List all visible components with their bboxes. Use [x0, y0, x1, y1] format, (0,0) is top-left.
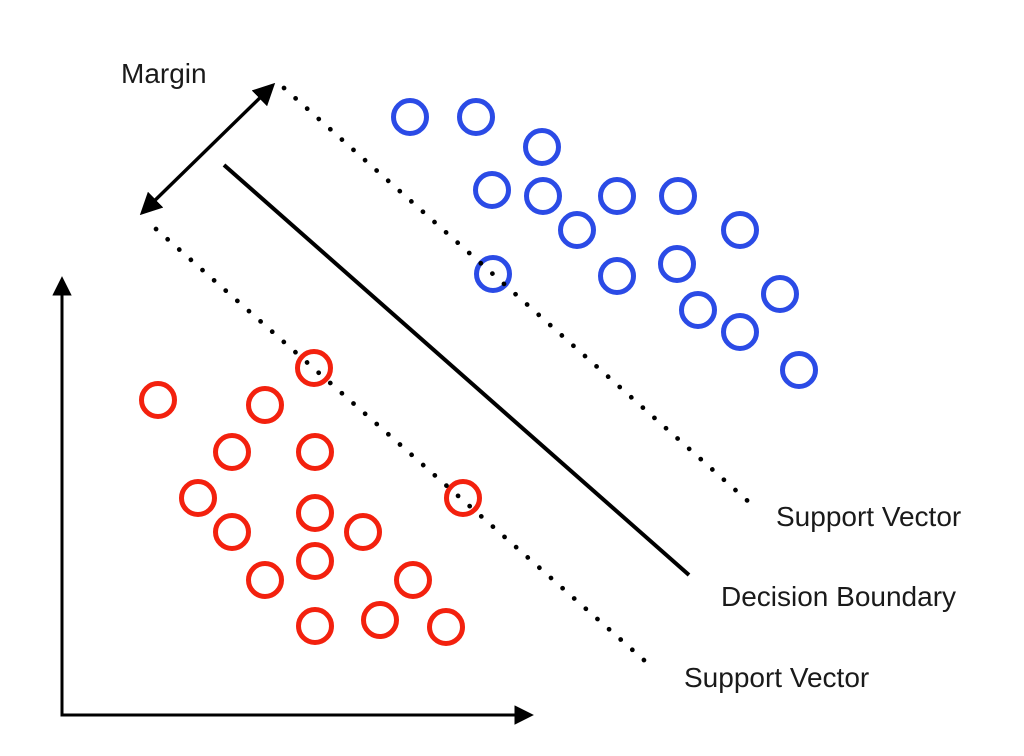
data-point-red-class: [344, 513, 382, 551]
data-point-red-class: [246, 386, 284, 424]
data-point-blue-class: [524, 177, 562, 215]
data-point-red-class: [444, 479, 482, 517]
data-point-red-class: [427, 608, 465, 646]
data-point-red-class: [361, 601, 399, 639]
support-vector-line-upper: [281, 85, 753, 506]
data-point-blue-class: [721, 211, 759, 249]
support-vector-label-lower: Support Vector: [684, 662, 870, 693]
data-point-red-class: [394, 561, 432, 599]
data-point-blue-class: [457, 98, 495, 136]
data-point-red-class: [139, 381, 177, 419]
data-point-red-class: [296, 542, 334, 580]
data-point-blue-class: [391, 98, 429, 136]
data-point-blue-class: [598, 177, 636, 215]
data-point-blue-class: [473, 171, 511, 209]
data-point-blue-class: [761, 275, 799, 313]
data-point-blue-class: [679, 291, 717, 329]
decision-boundary-label: Decision Boundary: [721, 581, 957, 612]
data-point-blue-class: [659, 177, 697, 215]
data-point-blue-class: [558, 211, 596, 249]
margin-label: Margin: [121, 58, 207, 89]
data-point-blue-class: [523, 128, 561, 166]
data-point-red-class: [213, 433, 251, 471]
margin-double-arrow: [139, 82, 276, 216]
support-vector-label-upper: Support Vector: [776, 501, 962, 532]
data-point-blue-class: [658, 245, 696, 283]
data-point-red-class: [179, 479, 217, 517]
data-point-blue-class: [721, 313, 759, 351]
axes: [52, 276, 534, 725]
data-point-red-class: [246, 561, 284, 599]
data-point-red-class: [296, 433, 334, 471]
data-point-red-class: [295, 349, 333, 387]
data-point-blue-class: [780, 351, 818, 389]
data-point-red-class: [296, 607, 334, 645]
support-vector-line-lower: [153, 226, 648, 664]
data-point-red-class: [296, 494, 334, 532]
data-point-red-class: [213, 513, 251, 551]
data-point-blue-class: [598, 257, 636, 295]
